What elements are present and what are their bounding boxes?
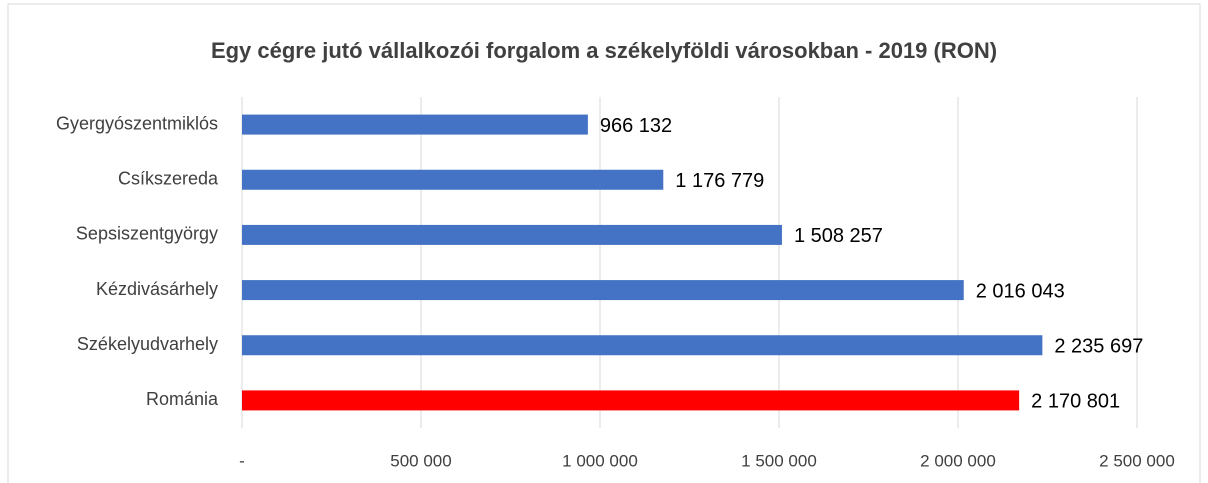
y-tick-label: Románia <box>146 389 219 409</box>
value-label: 2 170 801 <box>1031 391 1120 413</box>
bar <box>242 335 1043 356</box>
value-label: 1 508 257 <box>794 225 883 247</box>
x-tick-label: 2 500 000 <box>1099 451 1175 470</box>
y-tick-label: Kézdivásárhely <box>96 279 218 299</box>
bar <box>242 390 1020 411</box>
bar <box>242 224 782 245</box>
x-tick-label: 1 000 000 <box>562 451 638 470</box>
bar <box>242 114 588 135</box>
value-label: 966 132 <box>600 115 672 137</box>
y-tick-label: Sepsiszentgyörgy <box>76 224 218 244</box>
y-tick-label: Gyergyószentmiklós <box>56 113 218 133</box>
value-label: 2 016 043 <box>976 280 1065 302</box>
y-tick-label: Csíkszereda <box>118 169 219 189</box>
y-tick-label: Székelyudvarhely <box>77 334 218 354</box>
x-tick-label: 500 000 <box>390 451 451 470</box>
bar <box>242 280 964 301</box>
chart-title: Egy cégre jutó vállalkozói forgalom a sz… <box>211 38 997 63</box>
value-label: 2 235 697 <box>1054 336 1143 358</box>
x-tick-label: 2 000 000 <box>920 451 996 470</box>
bar <box>242 169 664 190</box>
x-tick-label: - <box>239 451 245 470</box>
value-label: 1 176 779 <box>675 170 764 192</box>
x-tick-label: 1 500 000 <box>741 451 817 470</box>
